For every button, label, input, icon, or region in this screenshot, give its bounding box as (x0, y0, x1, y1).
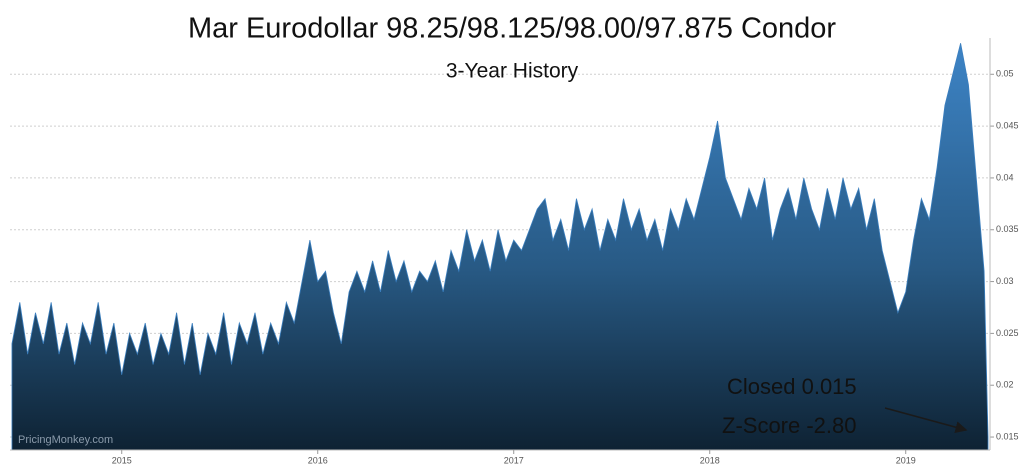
axes: 0.015 0.02 0.025 0.03 0.035 0.04 0.045 0.05 2015… (10, 38, 1019, 465)
y-tick-label: 0.045 (996, 120, 1019, 130)
annotation-arrow (884, 407, 968, 434)
annotation: Z-Score -2.80 (722, 413, 857, 438)
x-tick-label: 2017 (504, 455, 524, 465)
plot (11, 43, 989, 451)
chart-title: Mar Eurodollar 98.25/98.125/98.00/97.875… (188, 13, 836, 45)
annotation: Closed 0.015 (727, 374, 857, 399)
x-tick-label: 2019 (896, 455, 916, 465)
y-tick-label: 0.02 (996, 380, 1014, 390)
y-tick-label: 0.035 (996, 224, 1019, 234)
watermark: PricingMonkey.com (18, 434, 113, 446)
y-tick-label: 0.025 (996, 328, 1019, 338)
x-tick-label: 2016 (308, 455, 328, 465)
y-tick-label: 0.015 (996, 431, 1019, 441)
x-tick-label: 2018 (700, 455, 720, 465)
area (11, 43, 989, 451)
y-tick-label: 0.05 (996, 69, 1014, 79)
chart-subtitle: 3-Year History (446, 60, 579, 83)
y-tick-label: 0.04 (996, 172, 1014, 182)
x-tick-label: 2015 (112, 455, 132, 465)
y-tick-label: 0.03 (996, 276, 1014, 286)
